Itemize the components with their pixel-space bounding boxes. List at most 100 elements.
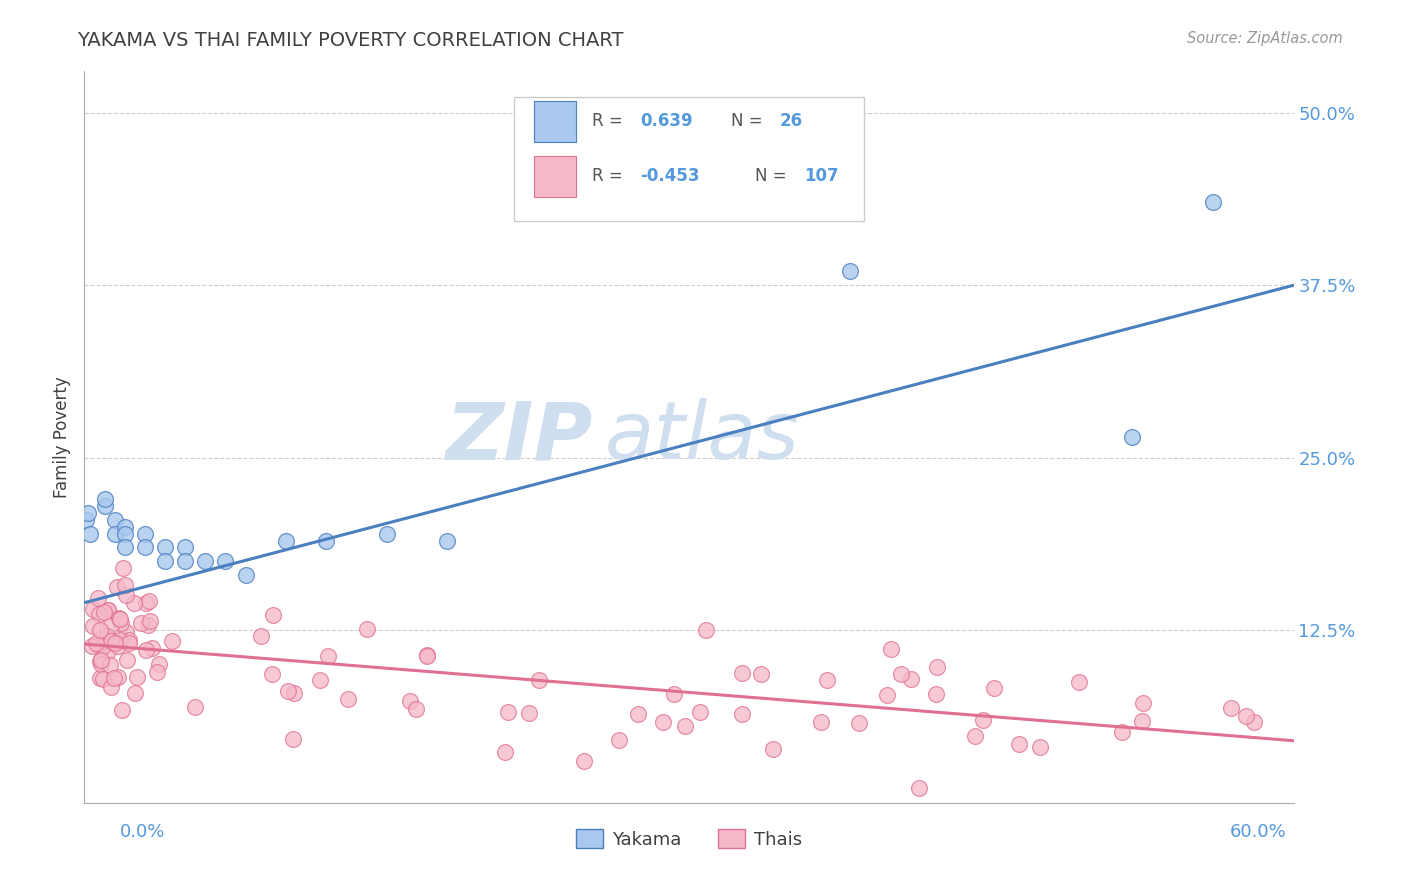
Point [496, 706, 519, 720]
Point [91, 672, 114, 686]
Point [880, 641, 903, 656]
Text: 0.639: 0.639 [641, 112, 693, 130]
Point [281, 732, 304, 747]
Point [1219, 700, 1241, 714]
Point [86, 591, 108, 606]
Point [1234, 709, 1257, 723]
Point [416, 648, 439, 663]
Point [153, 554, 176, 568]
Point [572, 754, 595, 768]
Point [194, 554, 217, 568]
Point [436, 533, 458, 548]
Point [162, 633, 184, 648]
Point [277, 684, 299, 698]
Point [98, 658, 121, 673]
Y-axis label: Family Poverty: Family Poverty [53, 376, 72, 498]
Point [627, 707, 650, 722]
Point [127, 670, 149, 684]
FancyBboxPatch shape [534, 102, 576, 142]
Point [153, 541, 176, 555]
Point [118, 635, 141, 649]
Point [97, 603, 120, 617]
Point [108, 610, 131, 624]
Point [134, 526, 156, 541]
Point [174, 554, 197, 568]
Text: 0.0%: 0.0% [120, 822, 165, 840]
Point [82, 602, 104, 616]
Point [100, 634, 122, 648]
Point [135, 596, 157, 610]
Point [283, 686, 305, 700]
Point [97, 603, 120, 617]
Point [114, 541, 136, 555]
Point [731, 666, 754, 681]
Point [1130, 714, 1153, 728]
Point [75, 513, 97, 527]
Point [89, 607, 111, 622]
Point [695, 624, 717, 638]
Point [89, 654, 111, 668]
Point [519, 706, 541, 721]
Point [97, 644, 120, 658]
Point [91, 639, 114, 653]
Point [315, 533, 337, 548]
Point [983, 681, 1005, 695]
Point [900, 672, 922, 686]
Point [316, 649, 339, 664]
Point [907, 781, 929, 796]
Point [1029, 739, 1052, 754]
Point [93, 605, 115, 619]
Point [82, 619, 104, 633]
Text: YAKAMA VS THAI FAMILY POVERTY CORRELATION CHART: YAKAMA VS THAI FAMILY POVERTY CORRELATIO… [77, 31, 624, 50]
Point [890, 666, 912, 681]
Point [138, 594, 160, 608]
Text: 60.0%: 60.0% [1230, 822, 1286, 840]
Point [100, 618, 122, 632]
Point [115, 653, 138, 667]
Point [89, 624, 111, 638]
Point [405, 702, 427, 716]
Point [337, 692, 360, 706]
Point [494, 746, 516, 760]
Point [118, 632, 141, 647]
Point [84, 635, 107, 649]
Point [398, 694, 420, 708]
Point [110, 616, 132, 631]
Point [107, 639, 129, 653]
Point [108, 612, 131, 626]
Point [115, 588, 138, 602]
Point [527, 673, 550, 688]
Point [262, 667, 284, 681]
Point [1132, 697, 1154, 711]
Text: N =: N = [755, 168, 787, 186]
Point [652, 714, 675, 729]
Text: atlas: atlas [605, 398, 799, 476]
Point [115, 624, 138, 639]
Point [105, 580, 128, 594]
Point [262, 608, 284, 623]
Point [79, 526, 101, 541]
Point [839, 264, 862, 278]
Point [274, 533, 297, 548]
Point [214, 554, 236, 568]
Point [815, 673, 838, 688]
Legend: Yakama, Thais: Yakama, Thais [569, 822, 808, 856]
Text: N =: N = [731, 112, 763, 130]
Point [249, 629, 271, 643]
Point [356, 622, 378, 636]
Point [1111, 725, 1133, 739]
Point [104, 526, 127, 541]
Point [96, 629, 118, 643]
Point [1243, 714, 1265, 729]
Point [93, 499, 115, 513]
Text: -0.453: -0.453 [641, 168, 700, 186]
Point [174, 541, 197, 555]
Point [762, 741, 785, 756]
Point [108, 632, 131, 647]
Point [925, 687, 948, 701]
Point [607, 732, 630, 747]
FancyBboxPatch shape [534, 156, 576, 196]
Point [810, 715, 832, 730]
Point [148, 657, 170, 671]
Point [77, 506, 100, 520]
